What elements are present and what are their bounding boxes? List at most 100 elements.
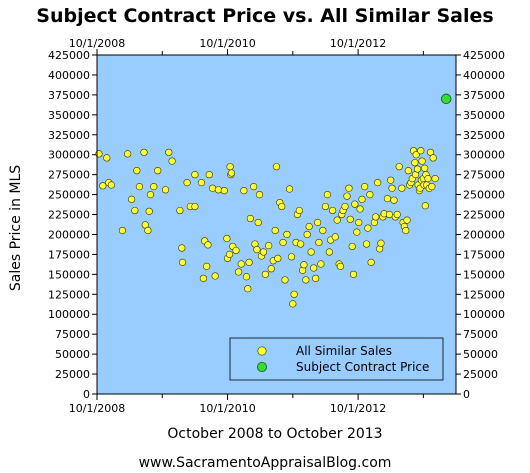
similar-sale-point — [431, 175, 439, 183]
similar-sale-point — [133, 167, 141, 175]
similar-sale-point — [223, 234, 231, 243]
y-tick-label-left: 325000 — [48, 129, 90, 142]
similar-sale-point — [271, 226, 279, 235]
similar-sale-point — [411, 159, 419, 167]
similar-sale-point — [418, 157, 426, 165]
similar-sale-point — [421, 202, 429, 210]
similar-sale-point — [413, 165, 422, 173]
similar-sale-point — [145, 207, 153, 215]
similar-sale-point — [242, 273, 251, 281]
similar-sale-point — [303, 230, 311, 239]
similar-sale-point — [197, 179, 206, 187]
similar-sale-point — [267, 265, 275, 273]
similar-sale-point — [388, 184, 396, 192]
similar-sale-point — [302, 276, 310, 284]
similar-sale-point — [289, 300, 297, 308]
similar-sale-point — [176, 206, 184, 215]
similar-sale-point — [349, 270, 358, 278]
similar-sale-point — [203, 262, 211, 270]
chart-title: Subject Contract Price vs. All Similar S… — [36, 5, 493, 27]
similar-sale-point — [144, 226, 152, 235]
similar-sale-point — [103, 154, 111, 162]
similar-sale-point — [383, 194, 392, 203]
similar-sale-point — [351, 200, 359, 208]
footer-url: www.SacramentoAppraisalBlog.com — [139, 455, 392, 471]
y-tick-label-left: 150000 — [48, 268, 90, 281]
similar-sale-point — [227, 169, 236, 177]
similar-sale-point — [285, 185, 294, 193]
similar-sale-point — [278, 202, 286, 211]
similar-sale-point — [199, 274, 207, 282]
similar-sale-point — [295, 206, 303, 215]
similar-sale-point — [305, 222, 313, 231]
similar-sale-point — [317, 260, 325, 268]
similar-sale-point — [372, 213, 380, 221]
y-tick-label-left: 350000 — [48, 109, 90, 122]
y-tick-label-left: 100000 — [48, 308, 90, 321]
similar-sale-point — [254, 218, 262, 227]
similar-sale-point — [362, 240, 371, 248]
similar-sale-point — [168, 157, 176, 165]
similar-sale-point — [321, 202, 330, 211]
similar-sale-point — [358, 195, 366, 203]
legend-marker-similar-sales — [257, 346, 267, 356]
similar-sale-point — [140, 148, 148, 156]
similar-sale-point — [361, 183, 369, 191]
similar-sale-point — [356, 205, 364, 213]
y-tick-label-left: 75000 — [55, 328, 90, 341]
x-tick-label-top: 10/1/2008 — [69, 37, 125, 50]
y-tick-label-right: 300000 — [463, 149, 505, 162]
legend-marker-subject-price — [256, 361, 267, 372]
similar-sale-point — [281, 276, 289, 284]
x-tick-label-bottom: 10/1/2012 — [330, 402, 386, 415]
y-tick-label-right: 425000 — [463, 49, 505, 62]
similar-sale-point — [244, 285, 252, 293]
similar-sale-point — [146, 190, 155, 199]
similar-sale-point — [191, 202, 199, 211]
similar-sale-point — [319, 226, 327, 235]
similar-sale-point — [336, 262, 345, 270]
similar-sale-point — [255, 190, 264, 199]
y-tick-label-right: 275000 — [463, 169, 505, 182]
y-tick-label-left: 25000 — [55, 368, 90, 381]
similar-sale-point — [253, 246, 261, 254]
similar-sale-point — [208, 184, 217, 192]
similar-sale-point — [214, 186, 223, 194]
x-tick-label-bottom: 10/1/2010 — [199, 402, 255, 415]
similar-sale-point — [265, 242, 273, 250]
similar-sale-point — [377, 239, 385, 247]
similar-sale-point — [283, 230, 291, 239]
x-tick-label-bottom: 10/1/2008 — [69, 402, 125, 415]
similar-sale-point — [237, 260, 245, 268]
similar-sale-point — [272, 163, 281, 171]
similar-sale-point — [183, 179, 191, 187]
similar-sale-point — [211, 272, 219, 280]
y-tick-label-right: 125000 — [463, 288, 505, 301]
similar-sale-point — [314, 218, 322, 227]
similar-sale-point — [390, 196, 398, 204]
legend-label-subject-price: Subject Contract Price — [296, 360, 429, 374]
y-axis-label: Sales Price in MLS — [8, 165, 24, 291]
y-tick-label-right: 375000 — [463, 89, 505, 102]
y-tick-label-left: 175000 — [48, 248, 90, 261]
y-tick-label-right: 325000 — [463, 129, 505, 142]
y-tick-label-left: 0 — [83, 388, 90, 401]
similar-sale-point — [398, 184, 406, 192]
y-tick-label-left: 300000 — [48, 149, 90, 162]
similar-sale-point — [404, 167, 412, 175]
similar-sale-point — [364, 224, 372, 232]
similar-sale-point — [274, 254, 282, 262]
similar-sale-point — [353, 228, 361, 236]
similar-sale-point — [232, 246, 240, 255]
y-tick-label-left: 375000 — [48, 89, 90, 102]
similar-sale-point — [393, 210, 401, 219]
similar-sale-point — [150, 183, 158, 191]
similar-sale-point — [412, 151, 420, 159]
similar-sale-point — [366, 190, 374, 199]
y-tick-label-right: 175000 — [463, 248, 505, 261]
similar-sale-point — [124, 150, 132, 158]
y-tick-label-right: 150000 — [463, 268, 505, 281]
similar-sale-point — [127, 195, 136, 203]
similar-sale-point — [235, 268, 243, 276]
